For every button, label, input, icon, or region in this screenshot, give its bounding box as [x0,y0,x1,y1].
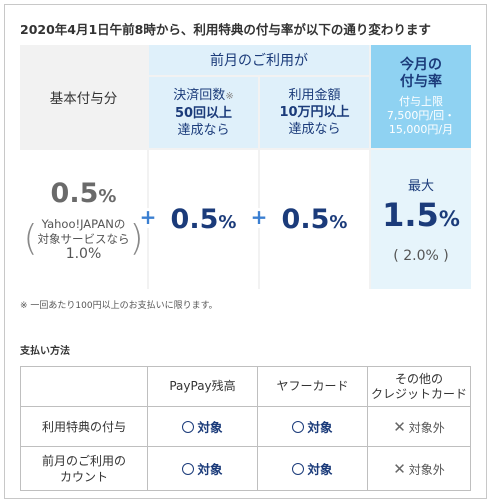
base-rate-cell: 0.5% ( Yahoo!JAPANの 対象サービスなら 1.0% ) [20,150,147,289]
now-line1: 今月の [400,56,442,73]
cell-text: 対象 [197,420,223,435]
base-header: 基本付与分 [20,45,147,148]
cell-text: 対象 [307,420,333,435]
circle-icon [292,463,305,475]
payment-section-title: 支払い方法 [20,346,70,357]
max-rate-number: 1.5 [382,196,439,234]
max-rate-cell: 最大 1.5% ( 2.0% ) [371,150,471,289]
table-cell: 対象 [257,446,368,491]
yahoo-service-note: ( Yahoo!JAPANの 対象サービスなら 1.0% ) [24,216,144,262]
cell-text: 対象外 [408,420,445,435]
payment-method-table: PayPay残高 ヤフーカード その他の クレジットカード 利用特典の付与 対象… [20,366,471,491]
row-label: 前月のご利用の カウント [20,446,148,491]
cell-text: 対象外 [408,462,445,477]
note-line3: 1.0% [65,245,102,262]
circle-icon [182,421,195,433]
note-line1: Yahoo!JAPANの [41,216,126,231]
table-cell: 対象 [147,446,258,491]
footnote: ※ 一回あたり100円以上のお支払いに限ります。 [20,301,218,311]
cross-icon: ✕ [393,417,406,436]
table-cell: ✕ 対象外 [367,446,471,491]
now-sub1: 付与上限 [399,94,443,108]
amount-rate-cell: 0.5% [260,150,369,289]
max-rate-percent: % [438,207,460,231]
base-rate-percent: % [98,185,117,207]
column-header: ヤフーカード [257,366,368,407]
amount-rate-number: 0.5 [281,204,330,235]
count-rate-percent: % [218,212,237,233]
amount-line3: 達成なら [288,122,341,137]
plus-icon: + [138,205,158,229]
rate-change-card: 2020年4月1日午前8時から、利用特典の付与率が以下の通り変わります 基本付与… [4,4,487,499]
paren-left: ( [23,217,38,259]
table-header-row: PayPay残高 ヤフーカード その他の クレジットカード [20,366,471,407]
headline: 2020年4月1日午前8時から、利用特典の付与率が以下の通り変わります [20,22,431,37]
rate-table: 基本付与分 前月のご利用が 決済回数※ 50回以上 達成なら 利用金額 10万円… [20,45,471,289]
max-label: 最大 [407,179,434,194]
count-line2: 50回以上 [174,105,233,121]
count-rate-cell: 0.5% [149,150,258,289]
plus-icon: + [249,205,269,229]
ineligible-value: ✕ 対象外 [393,459,445,478]
column-header: その他の クレジットカード [367,366,471,407]
max-rate-with-yahoo: ( 2.0% ) [393,248,449,264]
eligible-value: 対象 [182,420,223,435]
row-label: 利用特典の付与 [20,406,148,447]
count-rate-value: 0.5% [171,204,237,235]
column-header: PayPay残高 [147,366,258,407]
now-line2: 付与率 [400,73,442,90]
table-row: 前月のご利用の カウント 対象 対象 ✕ 対象外 [20,446,471,491]
count-line3: 達成なら [177,122,230,138]
now-sub2: 7,500円/回・ [386,108,456,122]
cell-text: 対象 [197,462,223,477]
note-line2: 対象サービスなら [37,231,130,246]
cross-icon: ✕ [393,459,406,478]
max-rate-value: 1.5% [382,196,460,234]
table-row: 利用特典の付与 対象 対象 ✕ 対象外 [20,406,471,447]
eligible-value: 対象 [292,462,333,477]
current-rate-header: 今月の 付与率 付与上限 7,500円/回・ 15,000円/月 [371,45,471,148]
table-cell: ✕ 対象外 [367,406,471,447]
count-rate-number: 0.5 [170,204,219,235]
amount-line1: 利用金額 [288,88,341,103]
table-cell: 対象 [257,406,368,447]
eligible-value: 対象 [292,420,333,435]
note-mark: ※ [225,90,234,102]
count-condition-header: 決済回数※ 50回以上 達成なら [149,77,258,148]
circle-icon [182,463,195,475]
base-rate-number: 0.5 [50,177,99,209]
cell-text: 対象 [307,462,333,477]
amount-condition-header: 利用金額 10万円以上 達成なら [260,77,369,148]
amount-rate-value: 0.5% [282,204,348,235]
amount-rate-percent: % [329,212,348,233]
eligible-value: 対象 [182,462,223,477]
amount-line2: 10万円以上 [279,105,350,120]
table-cell: 対象 [147,406,258,447]
count-line1: 決済回数 [173,87,226,103]
previous-month-header: 前月のご利用が [149,45,369,75]
now-sub3: 15,000円/月 [388,122,454,136]
corner-cell [20,366,148,407]
circle-icon [292,421,305,433]
base-rate-value: 0.5% [51,178,117,209]
ineligible-value: ✕ 対象外 [393,417,445,436]
